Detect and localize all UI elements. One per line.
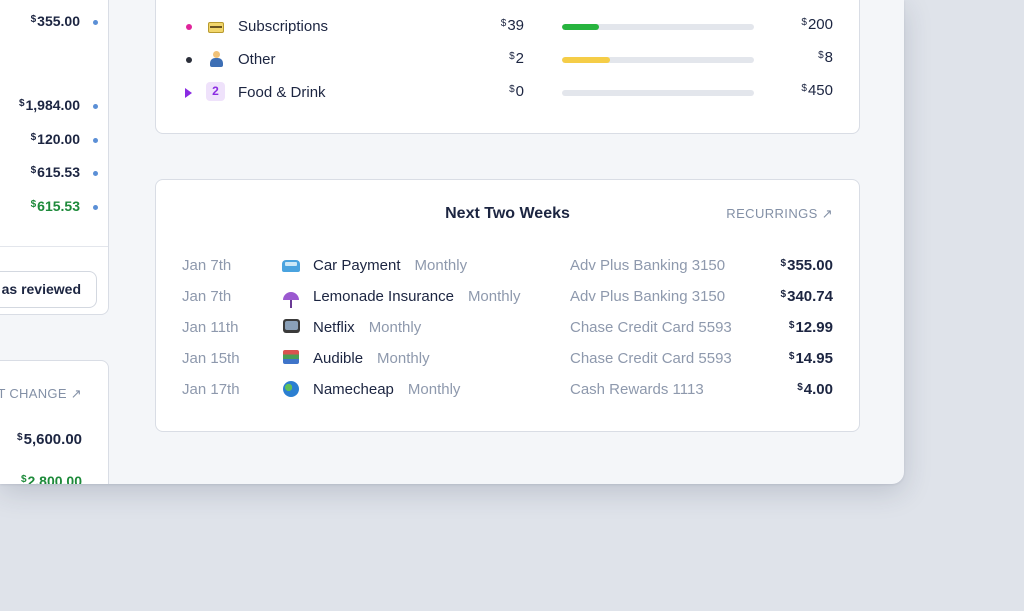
transaction-date: Jan 17th	[182, 381, 240, 398]
left-summary-card: $355.00 $1,984.00 $120.00 $615.53 $615.5…	[0, 0, 109, 315]
amount-row: $615.53	[30, 198, 80, 214]
count-badge: 2	[206, 82, 225, 101]
status-dot	[93, 104, 98, 109]
progress-bar	[562, 57, 754, 63]
progress-bar	[562, 90, 754, 96]
card-title: Next Two Weeks	[445, 205, 570, 222]
status-dot	[93, 138, 98, 143]
app-window: $355.00 $1,984.00 $120.00 $615.53 $615.5…	[0, 0, 904, 484]
credit-card-icon	[206, 17, 226, 35]
amount-row: $5,600.00	[17, 431, 82, 448]
divider	[0, 246, 108, 247]
transaction-date: Jan 15th	[182, 350, 240, 367]
budget-total: $450	[801, 82, 833, 99]
arrow-up-right-icon: ↗	[821, 206, 833, 221]
amount-row: $355.00	[30, 13, 80, 29]
recurrings-link[interactable]: RECURRINGS ↗	[726, 206, 833, 221]
transaction-amount: $14.95	[788, 350, 833, 367]
amount-row: $615.53	[30, 164, 80, 180]
progress-fill	[562, 24, 600, 30]
spent-amount: $0	[509, 83, 524, 100]
change-link[interactable]: T CHANGE ↗	[0, 386, 82, 401]
frequency: Monthly	[414, 257, 468, 274]
status-dot	[93, 20, 98, 25]
account-name: Chase Credit Card 5593	[570, 319, 732, 336]
amount-row: $2,800.00	[20, 473, 82, 484]
merchant-name: Netflix	[313, 319, 355, 336]
category-dot	[186, 24, 192, 30]
amount-row: $120.00	[30, 131, 80, 147]
progress-fill	[562, 57, 610, 63]
budget-row[interactable]: Subscriptions $39 $200	[156, 15, 859, 39]
status-dot	[93, 171, 98, 176]
frequency: Monthly	[368, 319, 422, 336]
spent-amount: $2	[509, 50, 524, 67]
transaction-amount: $340.74	[780, 288, 833, 305]
transaction-date: Jan 11th	[182, 319, 239, 336]
merchant-name: Car Payment	[313, 257, 401, 274]
budget-card: Subscriptions $39 $200 Other $2 $8 2 Foo…	[155, 0, 860, 134]
transaction-amount: $355.00	[780, 257, 833, 274]
upcoming-card: Next Two Weeks RECURRINGS ↗ Jan 7th Car P…	[155, 179, 860, 432]
mark-reviewed-button[interactable]: as reviewed	[0, 271, 97, 308]
frequency: Monthly	[407, 381, 461, 398]
transaction-row[interactable]: Jan 7th Lemonade Insurance Monthly Adv Pl…	[156, 286, 859, 308]
budget-row[interactable]: Other $2 $8	[156, 48, 859, 72]
merchant-name: Namecheap	[313, 381, 394, 398]
frequency: Monthly	[467, 288, 521, 305]
budget-total: $8	[818, 49, 833, 66]
budget-row[interactable]: 2 Food & Drink $0 $450	[156, 81, 859, 105]
merchant-name: Lemonade Insurance	[313, 288, 454, 305]
transaction-date: Jan 7th	[182, 288, 232, 305]
category-label: Food & Drink	[238, 84, 326, 101]
arrow-up-right-icon: ↗	[70, 386, 82, 401]
transaction-amount: $4.00	[797, 381, 833, 398]
frequency: Monthly	[377, 350, 430, 367]
account-name: Adv Plus Banking 3150	[570, 257, 726, 274]
status-dot	[93, 205, 98, 210]
transaction-row[interactable]: Jan 15th Audible Monthly Chase Credit Car…	[156, 348, 859, 370]
category-dot	[186, 57, 192, 63]
car-icon	[280, 255, 302, 275]
left-change-card: T CHANGE ↗ $5,600.00 $2,800.00	[0, 360, 109, 484]
budget-total: $200	[801, 16, 833, 33]
transaction-row[interactable]: Jan 17th Namecheap Monthly Cash Rewards 1…	[156, 379, 859, 401]
transaction-amount: $12.99	[788, 319, 833, 336]
umbrella-icon	[280, 286, 302, 308]
tv-icon	[280, 317, 302, 337]
globe-icon	[280, 379, 302, 399]
person-icon	[206, 50, 226, 68]
account-name: Adv Plus Banking 3150	[570, 288, 726, 305]
merchant-name: Audible	[313, 350, 364, 367]
transaction-row[interactable]: Jan 7th Car Payment Monthly Adv Plus Bank…	[156, 255, 859, 277]
spent-amount: $39	[500, 17, 524, 34]
account-name: Chase Credit Card 5593	[570, 350, 732, 367]
category-label: Subscriptions	[238, 18, 329, 35]
account-name: Cash Rewards 1113	[570, 381, 704, 398]
category-label: Other	[238, 51, 276, 68]
transaction-date: Jan 7th	[182, 257, 232, 274]
expand-triangle-icon[interactable]	[185, 88, 192, 98]
progress-bar	[562, 24, 754, 30]
transaction-row[interactable]: Jan 11th Netflix Monthly Chase Credit Car…	[156, 317, 859, 339]
amount-row: $1,984.00	[18, 97, 80, 113]
books-icon	[280, 348, 302, 368]
